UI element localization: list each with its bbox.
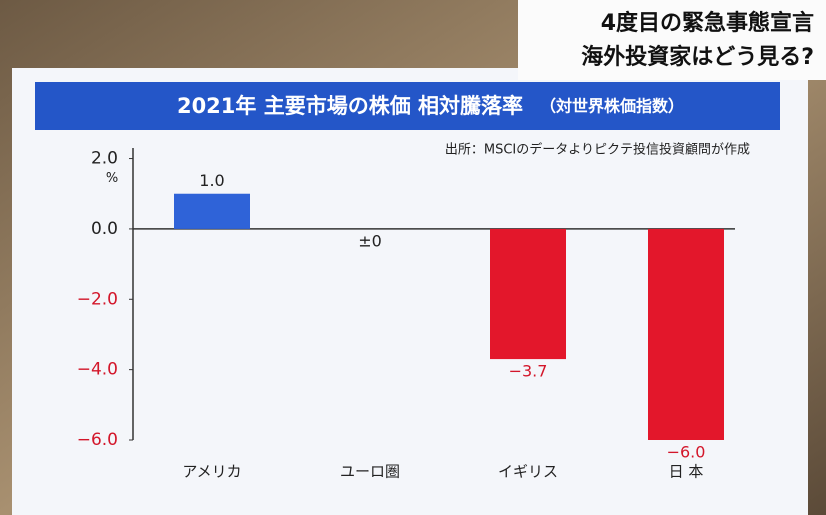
x-tick-label: イギリス xyxy=(498,463,558,481)
y-tick-label: 0.0 xyxy=(91,219,118,239)
chart-title: 2021年 主要市場の株価 相対騰落率 xyxy=(177,94,523,118)
bar xyxy=(490,228,566,360)
value-label: ±0 xyxy=(358,231,382,250)
x-tick-label: 日 本 xyxy=(669,463,704,481)
value-label: −6.0 xyxy=(667,443,706,462)
title-bar xyxy=(35,82,780,130)
y-tick-label: −2.0 xyxy=(77,289,118,309)
y-unit: % xyxy=(106,171,118,186)
y-tick-label: −4.0 xyxy=(77,360,118,380)
header-box xyxy=(518,0,826,80)
x-tick-label: ユーロ圏 xyxy=(340,463,400,481)
chart-subtitle: （対世界株価指数） xyxy=(540,97,684,116)
value-label: −3.7 xyxy=(509,362,548,381)
header-line: 海外投資家はどう見る? xyxy=(581,44,814,70)
header-line: 4度目の緊急事態宣言 xyxy=(601,10,814,36)
bar xyxy=(174,193,250,229)
source-note: 出所：MSCIのデータよりピクテ投信投資顧問が作成 xyxy=(445,142,750,158)
value-label: 1.0 xyxy=(199,171,224,190)
bar xyxy=(648,228,724,440)
x-tick-label: アメリカ xyxy=(182,463,241,481)
y-tick-label: 2.0 xyxy=(91,149,118,169)
y-tick-label: −6.0 xyxy=(77,430,118,450)
